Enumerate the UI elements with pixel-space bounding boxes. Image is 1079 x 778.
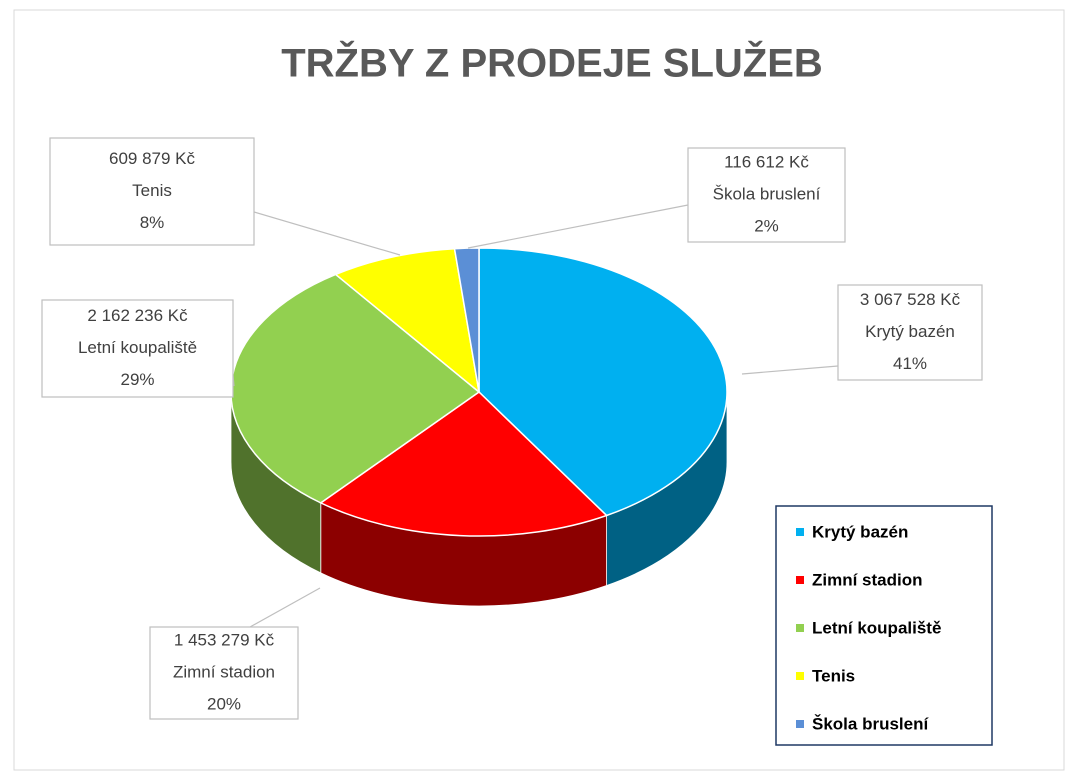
leader-line	[253, 211, 401, 256]
legend-label: Škola bruslení	[812, 714, 929, 733]
legend-swatch	[796, 672, 804, 680]
slice	[334, 247, 481, 394]
legend-box	[775, 505, 993, 746]
data-label-name: Tenis	[132, 181, 172, 200]
label-box	[41, 299, 234, 398]
data-label: 609 879 Kč	[109, 149, 196, 168]
legend-swatch	[796, 720, 804, 728]
pie-tops	[230, 247, 728, 537]
leader-line	[467, 204, 689, 249]
slice	[453, 247, 480, 393]
data-label: 3 067 528 Kč	[860, 290, 961, 309]
data-label: 2 162 236 Kč	[87, 306, 188, 325]
leader-line	[249, 587, 321, 628]
legend-label: Tenis	[812, 666, 855, 685]
data-labels: 3 067 528 Kč Krytý bazén 41% 1 453 279 Kč Zi…	[41, 137, 983, 720]
data-label-name: Krytý bazén	[865, 322, 955, 341]
label-box	[49, 137, 255, 246]
data-label-name: Zimní stadion	[173, 662, 275, 681]
data-label-percent: 41%	[893, 354, 927, 373]
legend: Krytý bazén Zimní stadion Letní koupaliště…	[796, 522, 941, 733]
data-label-name: Letní koupaliště	[78, 338, 197, 357]
slice	[478, 247, 728, 517]
label-box	[837, 284, 983, 381]
legend-label: Letní koupaliště	[812, 618, 941, 637]
legend-label: Zimní stadion	[812, 570, 923, 589]
legend-swatch	[796, 624, 804, 632]
label-box	[687, 147, 846, 243]
data-label-percent: 29%	[120, 370, 154, 389]
data-label: 1 453 279 Kč	[174, 630, 275, 649]
data-label-percent: 2%	[754, 216, 779, 235]
chart-title: TRŽBY Z PRODEJE SLUŽEB	[281, 40, 823, 86]
data-label-percent: 8%	[140, 213, 165, 232]
data-label-percent: 20%	[207, 694, 241, 713]
legend-swatch	[796, 576, 804, 584]
legend-swatch	[796, 528, 804, 536]
leader-line	[741, 365, 839, 375]
legend-label: Krytý bazén	[812, 522, 908, 541]
data-label-name: Škola bruslení	[713, 184, 821, 203]
data-label: 116 612 Kč	[724, 152, 809, 171]
slice	[319, 391, 608, 537]
label-box	[149, 626, 299, 720]
